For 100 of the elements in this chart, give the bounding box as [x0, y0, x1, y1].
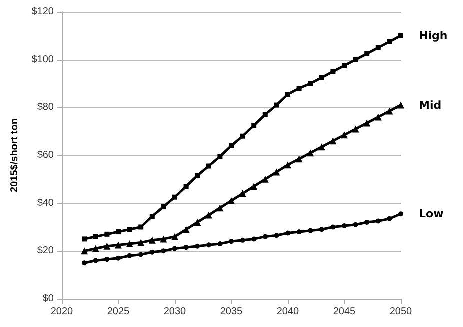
point: [172, 194, 178, 200]
point: [150, 250, 155, 255]
point: [374, 114, 382, 121]
point: [92, 245, 100, 252]
y-tick-label: $20: [37, 246, 54, 257]
point: [218, 154, 223, 160]
y-tick-label: $120: [32, 6, 54, 18]
x-tick-label: 2035: [220, 306, 244, 318]
point: [184, 184, 189, 190]
point: [274, 233, 280, 238]
point: [296, 86, 302, 92]
point: [398, 102, 404, 109]
point: [82, 236, 88, 242]
point: [81, 248, 88, 255]
x-tick-label: 2020: [50, 306, 74, 318]
point: [376, 218, 381, 224]
point: [195, 173, 200, 178]
point: [307, 150, 314, 157]
point: [93, 234, 98, 240]
point: [161, 204, 166, 210]
point: [216, 204, 224, 212]
point: [160, 236, 168, 243]
y-tick-label: $60: [37, 150, 54, 161]
point: [218, 241, 223, 246]
point: [319, 227, 324, 232]
point: [398, 33, 404, 38]
point: [206, 242, 212, 248]
point: [148, 236, 156, 244]
point: [353, 222, 358, 228]
point: [318, 144, 326, 151]
point: [364, 220, 370, 225]
point: [116, 256, 121, 261]
point: [104, 242, 111, 250]
point: [284, 162, 292, 169]
point: [161, 248, 166, 254]
point: [127, 253, 132, 258]
point: [239, 190, 246, 198]
point: [252, 123, 257, 128]
point: [82, 260, 88, 266]
point: [296, 156, 303, 163]
point: [252, 236, 257, 242]
point: [240, 134, 246, 139]
point: [308, 228, 314, 234]
point: [352, 126, 360, 133]
point: [195, 244, 200, 249]
point: [205, 212, 212, 219]
point: [194, 218, 202, 226]
point: [115, 242, 122, 249]
x-tick-label: 2050: [390, 306, 413, 318]
point: [104, 257, 110, 262]
point: [240, 238, 246, 243]
x-tick-label: 2040: [276, 306, 300, 318]
point: [126, 240, 134, 248]
point: [182, 226, 190, 234]
y-axis-title: 2015$/short ton: [10, 118, 20, 192]
point: [387, 39, 392, 44]
point: [330, 69, 336, 74]
point: [262, 234, 268, 240]
point: [330, 138, 337, 145]
point: [353, 57, 358, 62]
point: [206, 164, 212, 169]
point: [150, 214, 155, 219]
point: [319, 75, 324, 80]
point: [116, 230, 121, 235]
point: [229, 239, 234, 244]
series-label: Low: [419, 208, 444, 221]
point: [250, 183, 258, 190]
point: [308, 81, 314, 86]
series-label: Mid: [419, 98, 442, 112]
point: [138, 224, 144, 230]
point: [273, 168, 280, 176]
x-tick-label: 2030: [164, 306, 187, 318]
series-label: High: [419, 29, 448, 42]
point: [262, 176, 269, 183]
point: [262, 112, 268, 118]
point: [296, 230, 302, 235]
point: [341, 132, 348, 139]
point: [286, 92, 290, 98]
y-tick-label: $0: [42, 294, 54, 304]
x-tick-label: 2025: [107, 306, 130, 318]
point: [274, 102, 280, 108]
point: [184, 245, 189, 250]
point: [398, 212, 404, 217]
point: [138, 252, 144, 258]
point: [172, 233, 178, 240]
point: [286, 230, 290, 236]
y-tick-label: $40: [37, 198, 54, 209]
point: [172, 246, 178, 252]
point: [229, 143, 234, 148]
point: [342, 224, 347, 229]
point: [93, 258, 98, 264]
point: [104, 232, 110, 237]
point: [342, 63, 347, 68]
point: [228, 197, 235, 204]
point: [364, 120, 371, 127]
point: [330, 224, 336, 230]
point: [387, 216, 392, 222]
point: [376, 45, 381, 50]
point: [364, 51, 370, 56]
point: [386, 108, 394, 115]
